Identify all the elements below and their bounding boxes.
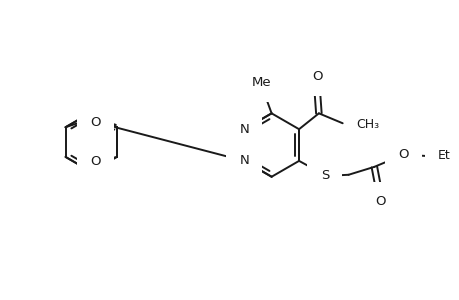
Text: N: N — [239, 154, 248, 167]
Text: N: N — [239, 123, 248, 136]
Text: O: O — [397, 148, 408, 161]
Text: O: O — [312, 70, 322, 83]
Text: O: O — [90, 155, 100, 168]
Text: S: S — [320, 169, 328, 182]
Text: Me: Me — [252, 76, 271, 89]
Text: O: O — [374, 195, 385, 208]
Text: O: O — [90, 116, 100, 129]
Text: CH₃: CH₃ — [356, 118, 379, 131]
Text: Et: Et — [437, 149, 449, 162]
